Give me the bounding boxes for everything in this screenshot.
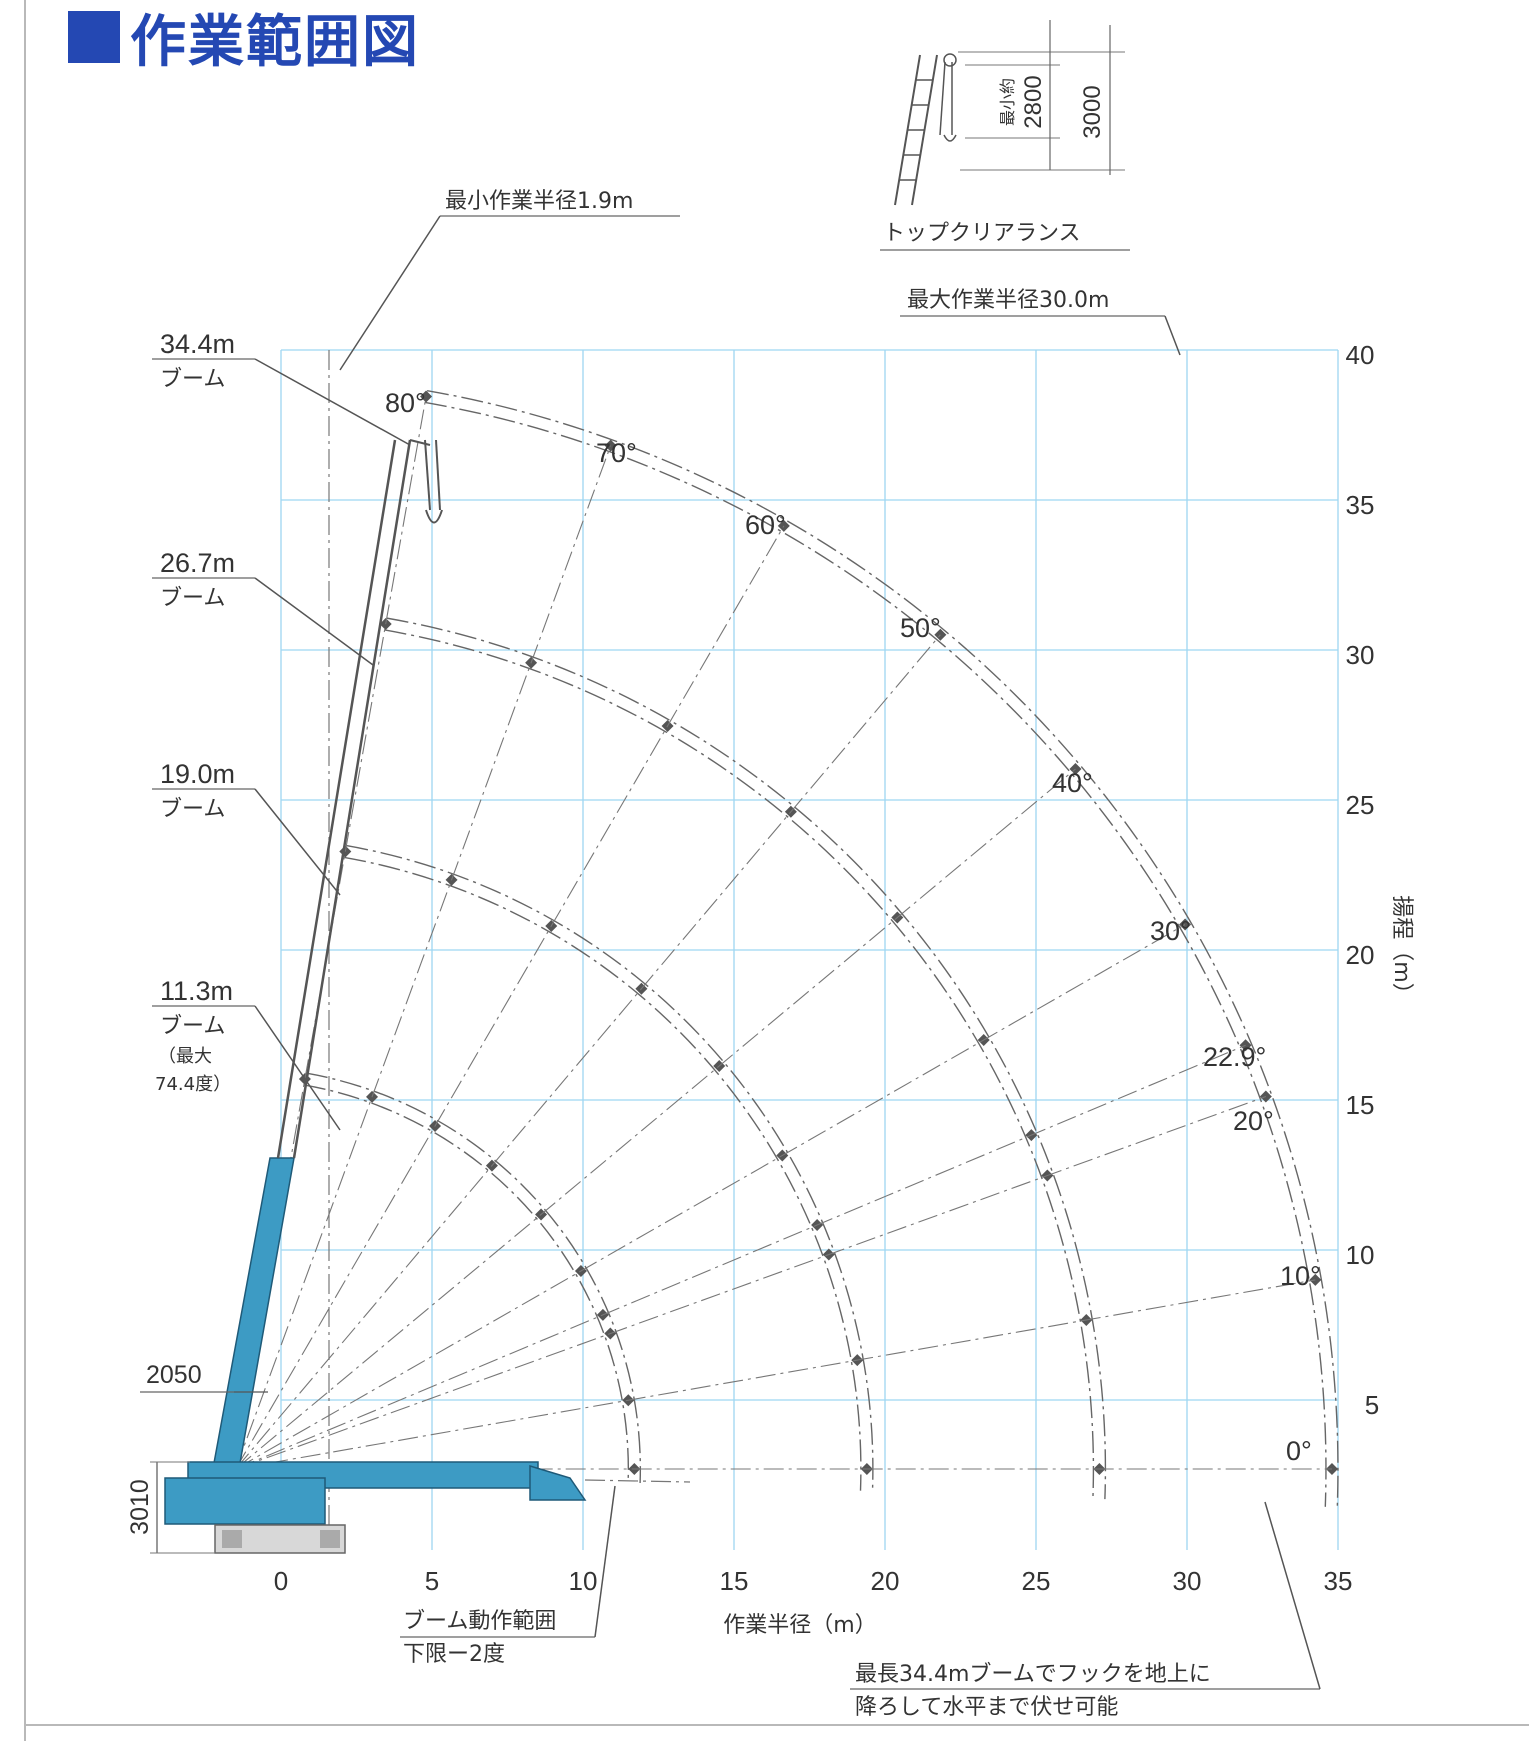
lower-limit-label: ブーム動作範囲 下限ー2度: [400, 1485, 616, 1667]
angle-ray-60: [235, 525, 785, 1470]
boom-arc-11.3m-outer: [305, 1072, 642, 1484]
min-radius-label: 最小作業半径1.9m: [339, 189, 680, 371]
svg-text:最長34.4mブームでフックを地上に: 最長34.4mブームでフックを地上に: [855, 1662, 1211, 1687]
svg-text:最小約: 最小約: [998, 78, 1017, 126]
svg-text:2050: 2050: [146, 1361, 202, 1389]
title-square-icon: [68, 11, 120, 63]
y-tick-10: 10: [1346, 1240, 1375, 1270]
svg-text:19.0m: 19.0m: [160, 759, 235, 789]
angle-ray-20: [235, 1096, 1267, 1470]
y-tick-40: 40: [1346, 340, 1375, 370]
y-axis-title: 揚程（m）: [1389, 895, 1414, 1004]
y-tick-15: 15: [1346, 1090, 1375, 1120]
arc-marker: [1179, 918, 1192, 931]
x-tick-15: 15: [720, 1566, 749, 1596]
y-tick-5: 5: [1365, 1390, 1379, 1420]
boom-arc-34.4m-outer: [426, 389, 1339, 1508]
boom-arc-19.0m-inner: [344, 856, 862, 1491]
boom-label-11-3: 11.3m ブーム （最大 74.4度）: [152, 976, 341, 1131]
angle-label-80: 80°: [385, 388, 426, 418]
grid-layer: [280, 349, 1339, 1550]
boom-arc-19.0m-outer: [346, 844, 874, 1492]
angle-ray-70: [235, 445, 612, 1470]
x-tick-10: 10: [569, 1566, 598, 1596]
boom-label-19-0: 19.0m ブーム: [152, 759, 341, 896]
svg-text:26.7m: 26.7m: [160, 548, 235, 578]
boom-arc-26.7m-outer: [386, 617, 1107, 1500]
x-tick-0: 0: [274, 1566, 288, 1596]
boom-arc-11.3m-inner: [303, 1084, 630, 1483]
svg-text:3000: 3000: [1079, 85, 1106, 138]
svg-text:（最大: （最大: [158, 1046, 212, 1067]
x-tick-30: 30: [1173, 1566, 1202, 1596]
svg-text:ブーム: ブーム: [160, 797, 225, 822]
dim-2050: 2050: [140, 1361, 268, 1393]
svg-text:下限ー2度: 下限ー2度: [403, 1642, 505, 1667]
y-tick-20: 20: [1346, 940, 1375, 970]
angle-ray-22.9: [235, 1044, 1246, 1470]
angle-ray-10: [235, 1279, 1316, 1470]
x-axis-ticks: 0 5 10 15 20 25 30 35: [274, 1566, 1353, 1596]
svg-text:降ろして水平まで伏せ可能: 降ろして水平まで伏せ可能: [855, 1695, 1118, 1720]
angle-label-10: 10°: [1280, 1261, 1321, 1291]
bottom-note: 最長34.4mブームでフックを地上に 降ろして水平まで伏せ可能: [850, 1501, 1321, 1720]
y-tick-35: 35: [1346, 490, 1375, 520]
svg-text:ブーム: ブーム: [160, 586, 225, 611]
angle-ray-40: [235, 768, 1076, 1470]
angle-ray-50: [235, 634, 941, 1470]
svg-text:74.4度）: 74.4度）: [155, 1074, 231, 1095]
title-text: 作業範囲図: [130, 9, 420, 75]
angle-label-30: 30°: [1150, 916, 1191, 946]
angle-label-70: 70°: [596, 438, 637, 468]
angle-ray-30: [235, 924, 1186, 1470]
lower-limit-line: [584, 1479, 691, 1483]
svg-text:11.3m: 11.3m: [160, 976, 233, 1006]
x-tick-20: 20: [871, 1566, 900, 1596]
boom-label-34-4: 34.4m ブーム: [152, 329, 411, 446]
x-tick-5: 5: [425, 1566, 439, 1596]
svg-text:最小作業半径1.9m: 最小作業半径1.9m: [445, 189, 633, 214]
svg-text:2800: 2800: [1020, 75, 1047, 128]
svg-text:34.4m: 34.4m: [160, 329, 235, 359]
x-tick-35: 35: [1324, 1566, 1353, 1596]
page-title: 作業範囲図: [68, 6, 420, 75]
angle-labels: 80° 70° 60° 50° 40° 30° 22.9° 20° 10° 0°: [385, 388, 1321, 1466]
boom-arc-26.7m-inner: [384, 629, 1095, 1499]
angle-label-50: 50°: [900, 613, 941, 643]
frame-left-border: [24, 0, 26, 1741]
arc-marker: [1239, 1039, 1252, 1052]
x-axis-title: 作業半径（m）: [723, 1613, 876, 1638]
angle-label-22-9: 22.9°: [1203, 1042, 1266, 1072]
x-tick-25: 25: [1022, 1566, 1051, 1596]
boom-angle-rays: [235, 396, 1332, 1470]
boom-label-26-7: 26.7m ブーム: [152, 548, 374, 666]
top-clearance-inset: 最小約 2800 3000 トップクリアランス: [880, 20, 1130, 251]
boom-arcs: [298, 389, 1339, 1508]
svg-text:ブーム: ブーム: [160, 1014, 225, 1039]
frame-bottom-border: [24, 1724, 1529, 1726]
y-tick-30: 30: [1346, 640, 1375, 670]
angle-label-40: 40°: [1052, 768, 1093, 798]
angle-label-0: 0°: [1286, 1436, 1312, 1466]
y-tick-25: 25: [1346, 790, 1375, 820]
max-radius-label: 最大作業半径30.0m: [900, 288, 1181, 356]
angle-label-20: 20°: [1233, 1106, 1274, 1136]
dim-3010: 3010: [126, 1461, 215, 1554]
angle-label-60: 60°: [745, 510, 786, 540]
crane-body: [164, 439, 587, 1554]
y-axis-ticks: 5 10 15 20 25 30 35 40: [1346, 340, 1380, 1420]
svg-text:トップクリアランス: トップクリアランス: [883, 221, 1081, 246]
svg-text:最大作業半径30.0m: 最大作業半径30.0m: [907, 288, 1109, 313]
boom-arc-34.4m-inner: [424, 401, 1327, 1507]
svg-text:ブーム動作範囲: ブーム動作範囲: [403, 1609, 556, 1634]
svg-text:3010: 3010: [126, 1479, 154, 1535]
svg-text:ブーム: ブーム: [160, 367, 225, 392]
